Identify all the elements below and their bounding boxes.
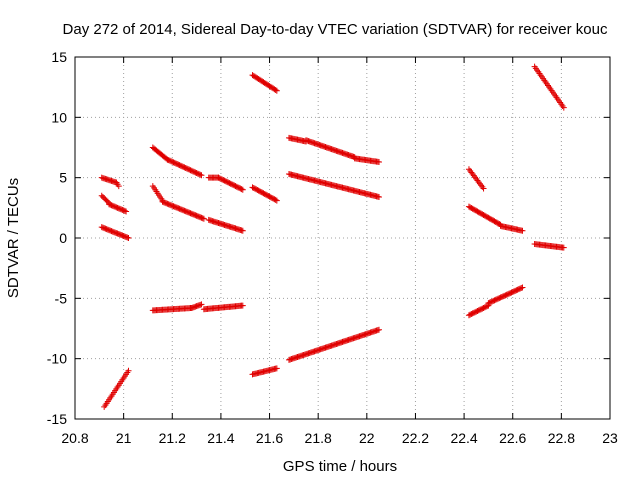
x-tick-label: 21.8	[305, 430, 332, 446]
data-point	[519, 284, 526, 291]
x-axis-label: GPS time / hours	[283, 458, 397, 475]
data-point	[197, 171, 204, 178]
x-tick-label: 21.6	[256, 430, 283, 446]
x-tick-label: 20.8	[61, 430, 88, 446]
data-point	[272, 196, 279, 203]
axis-ticks	[74, 56, 611, 420]
data-point	[125, 367, 132, 374]
data-point	[273, 197, 280, 204]
data-point	[125, 235, 132, 241]
data-point	[560, 244, 567, 251]
y-tick-label: -10	[47, 351, 67, 367]
y-axis-label: SDTVAR / TECUs	[5, 178, 22, 298]
y-tick-label: 15	[51, 49, 67, 65]
x-tick-label: 22.6	[499, 430, 526, 446]
data-point	[272, 87, 279, 94]
chart-title: Day 272 of 2014, Sidereal Day-to-day VTE…	[63, 21, 608, 38]
y-tick-label: -15	[47, 411, 67, 427]
x-tick-label: 21	[116, 430, 132, 446]
x-tick-label: 21.4	[207, 430, 234, 446]
data-point	[484, 303, 491, 310]
x-tick-label: 22.2	[402, 430, 429, 446]
data-point	[375, 326, 382, 333]
data-point	[121, 207, 128, 214]
data-point	[198, 172, 205, 179]
y-tick-label: -5	[55, 290, 68, 306]
data-point	[198, 301, 205, 308]
data-point	[375, 158, 382, 165]
data-point	[560, 104, 567, 111]
x-tick-label: 22	[359, 430, 375, 446]
grid-lines	[75, 57, 610, 419]
data-point	[273, 87, 280, 94]
data-point	[239, 302, 246, 309]
x-tick-labels: 20.8 21 21.2 21.4 21.6 21.8 22 22.2 22.4 22.6 22.8…	[61, 430, 618, 446]
data-point	[518, 285, 525, 292]
y-tick-label: 5	[59, 170, 67, 186]
data-point	[239, 186, 246, 193]
x-tick-label: 23	[602, 430, 618, 446]
data-point	[123, 208, 130, 215]
data-point	[375, 193, 382, 200]
y-tick-labels: -15 -10 -5 0 5 10 15	[47, 49, 67, 427]
data-points	[98, 63, 567, 410]
x-tick-label: 21.2	[159, 430, 186, 446]
data-point	[200, 215, 207, 222]
data-point	[115, 183, 122, 190]
x-tick-label: 22.8	[548, 430, 575, 446]
data-point	[238, 186, 245, 193]
data-point	[519, 227, 526, 234]
y-tick-label: 0	[59, 230, 67, 246]
y-tick-label: 10	[51, 109, 67, 125]
data-point	[273, 365, 280, 372]
data-point	[239, 227, 246, 234]
data-point	[480, 185, 487, 192]
x-tick-label: 22.4	[450, 430, 477, 446]
